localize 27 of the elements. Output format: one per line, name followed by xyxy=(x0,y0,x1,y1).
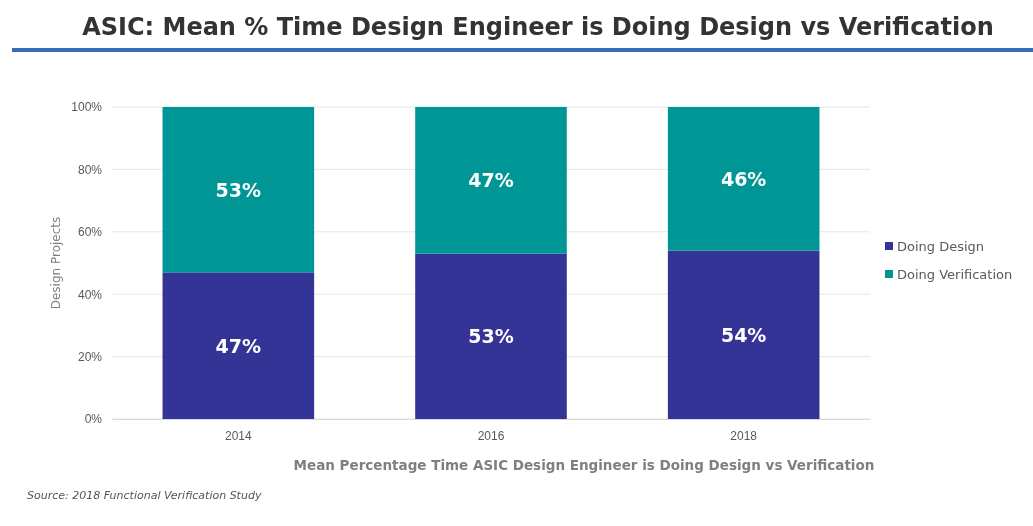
chart-title: ASIC: Mean % Time Design Engineer is Doing Design vs Verification xyxy=(82,13,994,41)
y-axis-title: Design Projects xyxy=(49,216,63,310)
bar xyxy=(162,272,315,419)
y-tick-label: 80% xyxy=(77,162,103,177)
data-label: 46% xyxy=(720,167,767,190)
x-tick-label: 2016 xyxy=(477,428,505,443)
data-label: 54% xyxy=(720,323,767,346)
x-axis-title: Mean Percentage Time ASIC Design Engineer is Doing Design vs Verification xyxy=(293,457,875,473)
data-label: 53% xyxy=(468,325,514,348)
bar xyxy=(162,107,315,273)
x-tick-label: 2014 xyxy=(224,428,252,443)
y-tick-label: 40% xyxy=(77,287,103,302)
y-tick-label: 100% xyxy=(71,100,103,115)
y-tick-label: 0% xyxy=(84,412,103,427)
data-label: 53% xyxy=(215,178,262,201)
legend-label: Doing Verification xyxy=(897,267,1013,282)
bar xyxy=(415,107,567,254)
bar xyxy=(415,253,567,419)
source-note: Source: 2018 Functional Verification Study xyxy=(27,489,262,502)
legend-label: Doing Design xyxy=(897,239,985,254)
bar xyxy=(667,107,820,251)
y-tick-label: 20% xyxy=(77,349,103,364)
x-tick-label: 2018 xyxy=(730,428,758,443)
y-tick-label: 60% xyxy=(77,225,103,240)
data-label: 47% xyxy=(468,169,514,192)
data-label: 47% xyxy=(215,334,262,357)
bar xyxy=(667,250,820,419)
